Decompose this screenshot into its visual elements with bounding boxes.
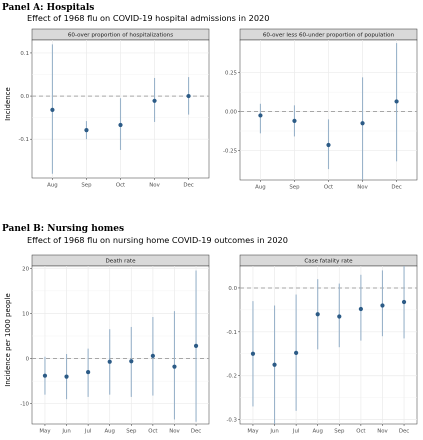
- point-estimate-jul: [294, 350, 299, 355]
- panel-b-heading: Panel B: Nursing homes: [2, 224, 124, 234]
- y-tick-label: 10: [22, 311, 29, 317]
- y-axis-title: Incidence per 1000 people: [4, 293, 12, 386]
- chart-panel-2: 60-over less 60-under proportion of popu…: [223, 28, 418, 191]
- point-estimate-may: [250, 351, 256, 356]
- point-estimate-jul: [86, 369, 91, 375]
- y-axis-title: Incidence: [4, 87, 12, 121]
- point-estimate-dec: [394, 99, 399, 104]
- x-tick-label: Oct: [116, 183, 125, 189]
- facet-title: 60-over proportion of hospitalizations: [68, 33, 173, 39]
- point-estimate-oct: [326, 142, 331, 148]
- y-tick-label: -0.1: [18, 137, 29, 143]
- x-tick-label: May: [247, 429, 259, 435]
- x-tick-label: Oct: [324, 185, 333, 191]
- x-tick-label: Sep: [81, 183, 92, 189]
- point-estimate-nov: [152, 98, 157, 103]
- x-tick-label: Jul: [84, 429, 92, 435]
- y-tick-label: -0.2: [226, 374, 237, 380]
- y-tick-label: 0.0: [20, 94, 29, 100]
- x-tick-label: Aug: [47, 183, 58, 189]
- point-estimate-jun: [272, 362, 277, 367]
- chart-panel-4: Case fatality rate -0.3 -0.2 -0.1 0.0 May Jun J…: [226, 254, 418, 435]
- panel-b-subtitle: Effect of 1968 flu on nursing home COVID…: [27, 235, 288, 245]
- x-tick-label: Jun: [269, 429, 278, 435]
- point-estimate-sep: [129, 359, 134, 364]
- point-estimate-sep: [292, 118, 297, 123]
- point-estimate-sep: [84, 128, 89, 133]
- x-tick-label: Oct: [356, 429, 365, 435]
- point-estimate-dec: [193, 343, 199, 349]
- x-tick-label: Aug: [312, 429, 323, 435]
- y-tick-label: 20: [22, 266, 29, 272]
- x-tick-label: Dec: [399, 429, 409, 435]
- point-estimate-may: [42, 373, 48, 378]
- y-tick-label: 0.0: [228, 286, 237, 292]
- x-tick-label: Jul: [292, 429, 300, 435]
- x-tick-label: Jun: [61, 429, 70, 435]
- y-tick-label: 0: [26, 357, 30, 363]
- x-tick-label: Dec: [391, 185, 401, 191]
- facet-title: 60-over less 60-under proportion of popu…: [263, 33, 395, 39]
- point-estimate-aug: [315, 312, 320, 317]
- panel-a-subtitle: Effect of 1968 flu on COVID-19 hospital …: [27, 13, 269, 23]
- point-estimate-aug: [258, 113, 263, 118]
- plot-area: [31, 265, 210, 425]
- point-estimate-nov: [360, 121, 365, 126]
- plot-area: [239, 265, 418, 425]
- y-tick-label: 0.1: [20, 51, 29, 57]
- x-tick-label: Nov: [169, 429, 180, 435]
- y-tick-label: -0.1: [226, 330, 237, 336]
- point-estimate-oct: [150, 353, 155, 358]
- chart-panel-1: 60-over proportion of hospitalizations -0…: [4, 28, 210, 189]
- point-estimate-dec: [401, 299, 407, 305]
- x-tick-label: Nov: [149, 183, 160, 189]
- x-tick-label: Aug: [104, 429, 115, 435]
- x-tick-label: Aug: [255, 185, 266, 191]
- x-tick-label: Nov: [357, 185, 368, 191]
- y-tick-label: -0.25: [223, 148, 237, 154]
- chart-panel-3: Death rate -10 0 10 20 May Jun Jul Aug Sep Oct Nov D…: [4, 254, 210, 435]
- x-tick-label: May: [39, 429, 51, 435]
- point-estimate-nov: [172, 364, 177, 369]
- x-tick-label: Sep: [289, 185, 300, 191]
- facet-title: Case fatality rate: [304, 259, 353, 265]
- y-tick-label: -10: [20, 402, 29, 408]
- point-estimate-aug: [107, 359, 112, 364]
- point-estimate-oct: [118, 122, 123, 128]
- point-estimate-nov: [380, 303, 385, 308]
- charts-layer: 60-over proportion of hospitalizations -0…: [4, 28, 418, 435]
- x-tick-label: Oct: [148, 429, 157, 435]
- facet-title: Death rate: [105, 259, 136, 265]
- point-estimate-oct: [358, 306, 363, 312]
- x-tick-label: Sep: [334, 429, 345, 435]
- point-estimate-jun: [64, 374, 69, 379]
- point-estimate-dec: [186, 93, 191, 99]
- x-tick-label: Sep: [126, 429, 137, 435]
- x-tick-label: Dec: [183, 183, 193, 189]
- x-tick-label: Nov: [377, 429, 388, 435]
- x-tick-label: Dec: [191, 429, 201, 435]
- point-estimate-aug: [50, 107, 55, 112]
- point-estimate-sep: [337, 314, 342, 319]
- panel-a-heading: Panel A: Hospitals: [2, 3, 94, 13]
- y-tick-label: 0.25: [225, 71, 237, 77]
- y-tick-label: -0.3: [226, 418, 237, 424]
- y-tick-label: 0.00: [225, 110, 238, 116]
